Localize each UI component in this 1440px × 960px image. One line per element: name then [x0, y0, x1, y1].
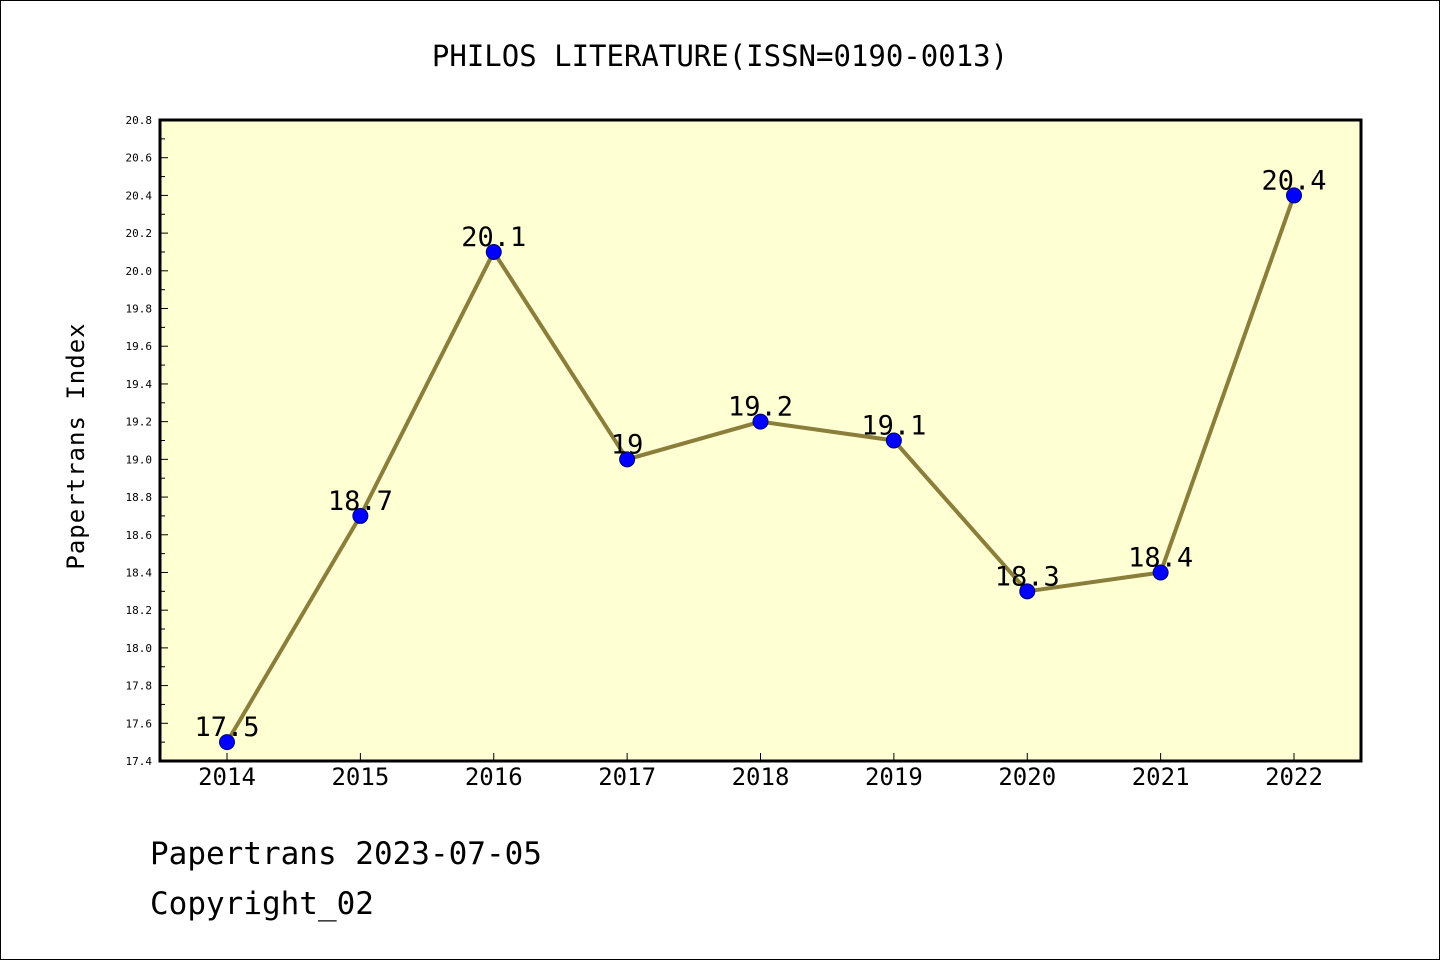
series-layer: 17.5 18.7 20.1 19 19.2 19.1 18.3 18.4 20.4	[194, 165, 1327, 751]
y-tick-label: 20.4	[126, 189, 153, 202]
y-tick-label: 18.6	[126, 529, 153, 542]
y-tick-label: 20.8	[126, 114, 153, 127]
data-point	[1019, 583, 1036, 600]
data-point	[885, 432, 902, 449]
plot-frame	[158, 118, 1363, 763]
data-label: 17.5	[194, 712, 259, 743]
data-point	[619, 451, 636, 468]
data-label: 20.1	[461, 222, 526, 253]
data-label: 18.4	[1128, 542, 1193, 573]
data-label: 20.4	[1261, 165, 1326, 196]
y-tick-label: 19.8	[126, 303, 153, 316]
y-tick-label: 19.6	[126, 340, 153, 353]
x-axis-ticks: 2014 2015 2016 2017 2018 2019 2020 2021 2022	[198, 753, 1323, 791]
y-tick-label: 18.0	[126, 642, 153, 655]
footer-date: Papertrans 2023-07-05	[150, 836, 542, 872]
y-tick-label: 19.2	[126, 416, 153, 429]
y-tick-label: 18.4	[126, 566, 153, 579]
data-point	[219, 734, 235, 751]
plot-area	[160, 120, 1361, 761]
footer-copyright: Copyright_02	[150, 886, 374, 922]
y-tick-label: 20.0	[126, 265, 153, 278]
y-tick-label: 20.2	[126, 227, 153, 240]
x-tick-label: 2014	[198, 763, 256, 791]
y-tick-label: 18.8	[126, 491, 153, 504]
data-point	[1286, 187, 1302, 204]
x-tick-label: 2016	[465, 763, 523, 791]
x-tick-label: 2015	[331, 763, 389, 791]
data-point	[352, 507, 369, 524]
data-point	[1152, 564, 1169, 581]
y-tick-label: 17.8	[126, 680, 153, 693]
x-tick-label: 2021	[1132, 763, 1190, 791]
data-label: 18.3	[995, 561, 1060, 592]
y-tick-label: 20.6	[126, 152, 153, 165]
data-label: 19.2	[728, 392, 793, 423]
y-tick-label: 17.6	[126, 717, 153, 730]
x-tick-label: 2017	[598, 763, 656, 791]
x-tick-label: 2022	[1265, 763, 1323, 791]
y-tick-label: 17.4	[126, 755, 153, 768]
x-tick-label: 2019	[865, 763, 923, 791]
y-axis-label: Papertrans Index	[62, 322, 90, 569]
x-tick-label: 2020	[998, 763, 1056, 791]
y-tick-label: 19.4	[126, 378, 153, 391]
data-label: 19	[611, 429, 644, 460]
data-label: 19.1	[861, 411, 926, 442]
y-tick-label: 18.2	[126, 604, 153, 617]
chart-title: PHILOS LITERATURE(ISSN=0190-0013)	[432, 39, 1008, 73]
data-point	[485, 243, 502, 260]
x-tick-label: 2018	[732, 763, 790, 791]
data-label: 18.7	[328, 486, 393, 517]
data-point	[752, 413, 769, 430]
y-tick-label: 19.0	[126, 453, 153, 466]
